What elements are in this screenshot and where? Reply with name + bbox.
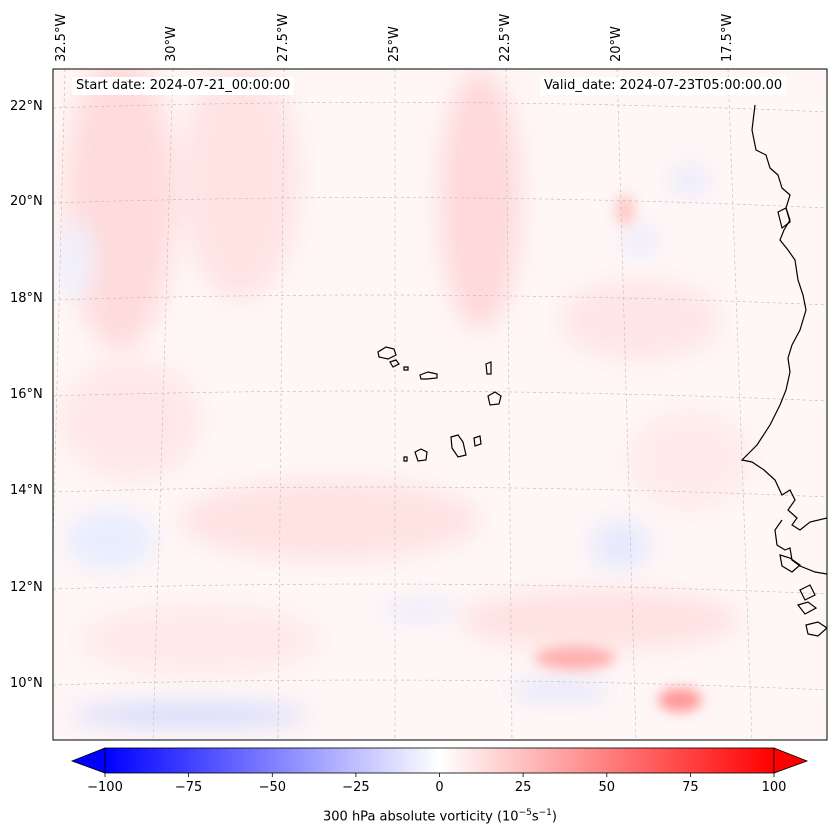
- lon-label-20w: 20°W: [609, 26, 624, 62]
- lat-label-14n: 14°N: [10, 483, 43, 498]
- colorbar-min-arrow: [70, 747, 106, 774]
- colorbar-tick-label: 100: [761, 780, 787, 795]
- start-date-label: Start date: 2024-07-21_00:00:00: [72, 77, 295, 95]
- lon-label-30w: 30°W: [164, 26, 179, 62]
- lat-label-18n: 18°N: [10, 291, 43, 306]
- island-sao-vicente: [389, 359, 400, 368]
- colorbar-title-exp1: −5: [518, 808, 532, 818]
- lat-label-10n: 10°N: [10, 676, 43, 691]
- lon-label-32-5w: 32.5°W: [54, 13, 69, 62]
- island-santa-luzia: [403, 366, 409, 371]
- lon-label-25w: 25°W: [387, 26, 402, 62]
- colorbar-title: 300 hPa absolute vorticity (10−5s−1): [0, 808, 837, 824]
- lon-label-27-5w: 27.5°W: [276, 13, 291, 62]
- african-coastline: [740, 104, 827, 637]
- island-santiago: [450, 434, 467, 458]
- island-sal: [485, 361, 492, 375]
- colorbar-tick-label: −50: [258, 780, 287, 795]
- graticule: [53, 69, 827, 740]
- island-maio: [473, 435, 482, 447]
- island-santo-antao: [377, 346, 397, 360]
- colorbar-tick-label: −75: [174, 780, 203, 795]
- colorbar-tick-label: 50: [598, 780, 616, 795]
- colorbar-max-arrow: [773, 747, 809, 774]
- colorbar: [70, 747, 809, 777]
- island-fogo: [414, 448, 428, 462]
- island-sao-nicolau: [419, 371, 438, 380]
- lat-label-12n: 12°N: [10, 580, 43, 595]
- colorbar-title-end: ): [551, 809, 557, 825]
- colorbar-bar: [104, 747, 775, 774]
- lat-label-20n: 20°N: [10, 194, 43, 209]
- lat-label-16n: 16°N: [10, 387, 43, 402]
- colorbar-tick-label: −100: [87, 780, 123, 795]
- colorbar-tick-label: −25: [342, 780, 370, 795]
- island-boa-vista: [487, 391, 502, 406]
- lon-label-22-5w: 22.5°W: [498, 13, 513, 62]
- colorbar-title-main: 300 hPa absolute vorticity (10: [323, 809, 519, 825]
- colorbar-title-exp2: −1: [538, 808, 552, 818]
- map-frame: [52, 68, 828, 741]
- lat-label-22n: 22°N: [10, 99, 43, 114]
- colorbar-tick-label: 0: [435, 780, 444, 795]
- colorbar-title-mid: s: [531, 809, 539, 825]
- islands: [377, 346, 502, 462]
- colorbar-tick-label: 75: [682, 780, 699, 795]
- island-brava: [403, 456, 408, 462]
- lon-label-17-5w: 17.5°W: [720, 13, 735, 62]
- valid-date-label: Valid_date: 2024-07-23T05:00:00.00: [540, 77, 787, 95]
- colorbar-tick-label: 25: [514, 780, 532, 795]
- vorticity-field: [53, 69, 827, 740]
